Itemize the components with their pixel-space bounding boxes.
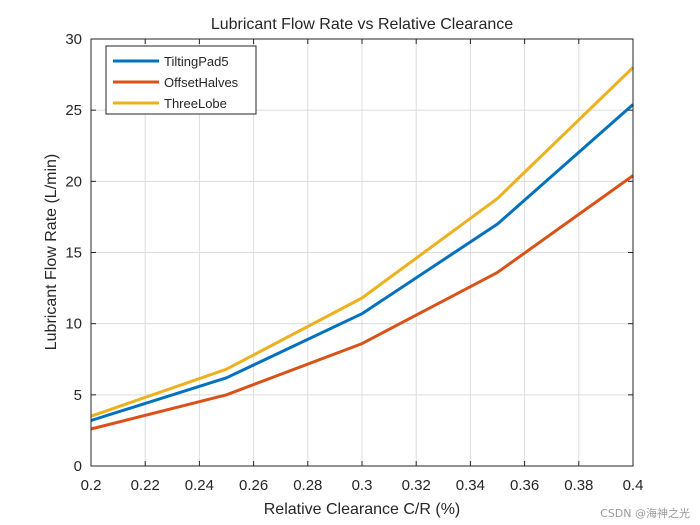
watermark: CSDN @海神之光 (600, 507, 690, 520)
axis-ticks: 0.2 0.22 0.24 0.26 0.28 0.3 0.32 0.34 0.36 0.38 0.… (65, 31, 643, 494)
series-line-threelobe (90, 66, 635, 418)
legend-label-offsethalves: OffsetHalves (164, 75, 239, 90)
y-tick-label: 5 (74, 387, 82, 404)
y-tick-label: 20 (65, 173, 82, 190)
legend: TiltingPad5 OffsetHalves ThreeLobe (105, 45, 257, 115)
x-tick-label: 0.34 (456, 477, 485, 494)
x-tick-label: 0.4 (623, 477, 644, 494)
chart-title: Lubricant Flow Rate vs Relative Clearanc… (211, 16, 513, 33)
x-tick-label: 0.26 (239, 477, 268, 494)
x-tick-label: 0.38 (564, 477, 593, 494)
x-tick-label: 0.22 (131, 477, 160, 494)
x-tick-label: 0.36 (510, 477, 539, 494)
legend-label-threelobe: ThreeLobe (164, 96, 227, 111)
series-line-offsethalves (90, 174, 634, 431)
series-lines (90, 66, 635, 431)
y-tick-label: 25 (65, 102, 82, 119)
series-line-tiltingpad5 (90, 103, 634, 422)
x-axis-label: Relative Clearance C/R (%) (264, 501, 461, 518)
x-tick-label: 0.28 (293, 477, 322, 494)
y-tick-label: 15 (65, 245, 82, 262)
legend-items: TiltingPad5 OffsetHalves ThreeLobe (113, 54, 239, 111)
x-tick-label: 0.32 (402, 477, 431, 494)
y-tick-label: 0 (74, 458, 82, 475)
legend-label-tiltingpad5: TiltingPad5 (164, 54, 229, 69)
y-tick-label: 10 (65, 316, 82, 333)
y-tick-label: 30 (65, 31, 82, 48)
y-axis-label: Lubricant Flow Rate (L/min) (43, 154, 60, 351)
x-tick-label: 0.3 (352, 477, 373, 494)
x-tick-label: 0.2 (81, 477, 102, 494)
legend-box (105, 45, 257, 115)
x-tick-label: 0.24 (185, 477, 214, 494)
